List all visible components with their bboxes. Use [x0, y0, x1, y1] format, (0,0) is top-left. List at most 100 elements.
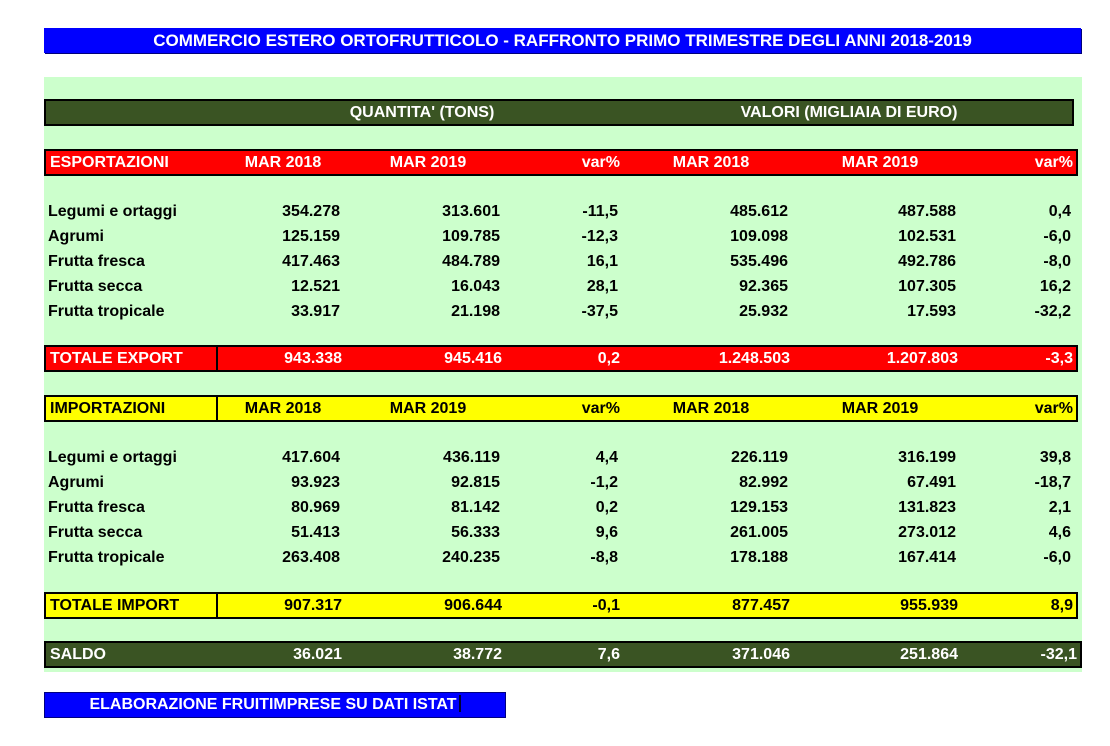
cell-val-2018: 535.496: [730, 253, 788, 270]
row-label: Agrumi: [48, 474, 104, 491]
cell-val-var: 4,6: [1048, 524, 1071, 541]
table-row: Frutta tropicale 33.917 21.198 -37,5 25.…: [44, 299, 1074, 324]
cell-qty-2019: 109.785: [442, 228, 500, 245]
row-label: Legumi e ortaggi: [48, 203, 177, 220]
cell-qty-2019: 16.043: [451, 278, 500, 295]
cell-qty-2019: 56.333: [451, 524, 500, 541]
cell-val-var: -18,7: [1034, 474, 1071, 491]
total-import-label: TOTALE IMPORT: [46, 594, 218, 617]
col-header-val-mar2019: MAR 2019: [841, 154, 919, 171]
cell-val-2019: 102.531: [898, 228, 956, 245]
cell-qty-var: -37,5: [581, 303, 618, 320]
col-header-qty-var: var%: [581, 154, 620, 171]
cell-val-var: -6,0: [1043, 549, 1071, 566]
col-header-val-mar2019: MAR 2019: [841, 400, 919, 417]
cell-qty-2019: 38.772: [453, 646, 502, 663]
row-label: Frutta tropicale: [48, 303, 165, 320]
cell-qty-var: 28,1: [586, 278, 618, 295]
cell-val-2019: 492.786: [898, 253, 956, 270]
col-header-val-mar2018: MAR 2018: [672, 400, 750, 417]
cell-qty-2019: 92.815: [451, 474, 500, 491]
cell-val-2019: 487.588: [898, 203, 956, 220]
cell-val-2018: 25.932: [739, 303, 788, 320]
table-row: Agrumi 125.159 109.785 -12,3 109.098 102…: [44, 224, 1074, 249]
cell-val-2019: 131.823: [898, 499, 956, 516]
cell-qty-var: -0,1: [592, 597, 620, 614]
cell-val-2019: 316.199: [898, 449, 956, 466]
cell-val-2018: 261.005: [730, 524, 788, 541]
col-header-val-var: var%: [1034, 154, 1073, 171]
cell-val-var: 8,9: [1050, 597, 1073, 614]
group-header-row: QUANTITA' (TONS) VALORI (MIGLIAIA DI EUR…: [44, 99, 1074, 126]
cell-qty-var: 4,4: [595, 449, 618, 466]
cell-val-2019: 1.207.803: [886, 350, 958, 367]
cell-val-var: -3,3: [1045, 350, 1073, 367]
cell-val-2019: 273.012: [898, 524, 956, 541]
cell-val-var: -32,2: [1034, 303, 1071, 320]
cell-val-2019: 955.939: [900, 597, 958, 614]
cell-val-2018: 129.153: [730, 499, 788, 516]
cell-qty-var: 16,1: [586, 253, 618, 270]
cell-val-2019: 17.593: [907, 303, 956, 320]
row-label: Legumi e ortaggi: [48, 449, 177, 466]
export-header-row: ESPORTAZIONI MAR 2018 MAR 2019 var% MAR …: [44, 149, 1078, 176]
cell-qty-2018: 36.021: [293, 646, 342, 663]
table-row: Frutta secca 12.521 16.043 28,1 92.365 1…: [44, 274, 1074, 299]
cell-qty-2019: 945.416: [444, 350, 502, 367]
import-section-label: IMPORTAZIONI: [46, 397, 218, 420]
cell-qty-2018: 417.604: [282, 449, 340, 466]
export-section-label: ESPORTAZIONI: [50, 154, 169, 171]
cell-qty-2018: 907.317: [284, 597, 342, 614]
cell-val-2018: 877.457: [732, 597, 790, 614]
total-export-row: TOTALE EXPORT 943.338 945.416 0,2 1.248.…: [44, 345, 1078, 372]
row-label: Frutta secca: [48, 278, 143, 295]
cell-val-2019: 67.491: [907, 474, 956, 491]
text-cursor[interactable]: [458, 694, 461, 712]
cell-val-2019: 251.864: [900, 646, 958, 663]
col-header-val-var: var%: [1034, 400, 1073, 417]
row-label: Frutta fresca: [48, 499, 145, 516]
cell-val-var: 2,1: [1048, 499, 1071, 516]
cell-qty-2018: 33.917: [291, 303, 340, 320]
cell-qty-var: -8,8: [590, 549, 618, 566]
cell-qty-2018: 354.278: [282, 203, 340, 220]
cell-val-2018: 485.612: [730, 203, 788, 220]
table-row: Frutta secca 51.413 56.333 9,6 261.005 2…: [44, 520, 1074, 545]
cell-qty-2018: 263.408: [282, 549, 340, 566]
cell-qty-var: 0,2: [597, 350, 620, 367]
cell-val-var: 39,8: [1039, 449, 1071, 466]
col-header-qty-mar2018: MAR 2018: [244, 400, 322, 417]
row-label: Frutta secca: [48, 524, 143, 541]
cell-qty-2019: 484.789: [442, 253, 500, 270]
footer-label: ELABORAZIONE FRUITIMPRESE SU DATI ISTAT: [89, 696, 457, 713]
report-table: QUANTITA' (TONS) VALORI (MIGLIAIA DI EUR…: [44, 77, 1082, 672]
col-header-qty-mar2019: MAR 2019: [389, 400, 467, 417]
cell-val-2018: 82.992: [739, 474, 788, 491]
row-label: Frutta tropicale: [48, 549, 165, 566]
cell-val-var: 0,4: [1048, 203, 1071, 220]
group-header-spacer: [46, 101, 218, 124]
cell-qty-2018: 125.159: [282, 228, 340, 245]
quantity-group-header: QUANTITA' (TONS): [349, 104, 495, 121]
saldo-label: SALDO: [50, 646, 106, 663]
table-row: Frutta fresca 80.969 81.142 0,2 129.153 …: [44, 495, 1074, 520]
page-title: COMMERCIO ESTERO ORTOFRUTTICOLO - RAFFRO…: [153, 31, 972, 50]
cell-qty-var: 0,2: [595, 499, 618, 516]
cell-qty-2019: 313.601: [442, 203, 500, 220]
footer-banner[interactable]: ELABORAZIONE FRUITIMPRESE SU DATI ISTAT: [44, 692, 506, 718]
cell-qty-var: 9,6: [595, 524, 618, 541]
cell-qty-2018: 943.338: [284, 350, 342, 367]
table-row: Legumi e ortaggi 354.278 313.601 -11,5 4…: [44, 199, 1074, 224]
table-row: Legumi e ortaggi 417.604 436.119 4,4 226…: [44, 445, 1074, 470]
table-row: Agrumi 93.923 92.815 -1,2 82.992 67.491 …: [44, 470, 1074, 495]
cell-qty-var: 7,6: [597, 646, 620, 663]
table-row: Frutta fresca 417.463 484.789 16,1 535.4…: [44, 249, 1074, 274]
cell-val-2018: 226.119: [731, 449, 788, 466]
cell-qty-2018: 80.969: [291, 499, 340, 516]
row-label: Frutta fresca: [48, 253, 145, 270]
cell-qty-2019: 240.235: [442, 549, 500, 566]
cell-val-var: -8,0: [1043, 253, 1071, 270]
cell-val-2019: 167.414: [898, 549, 956, 566]
cell-val-2018: 371.046: [732, 646, 790, 663]
cell-qty-var: -1,2: [590, 474, 618, 491]
